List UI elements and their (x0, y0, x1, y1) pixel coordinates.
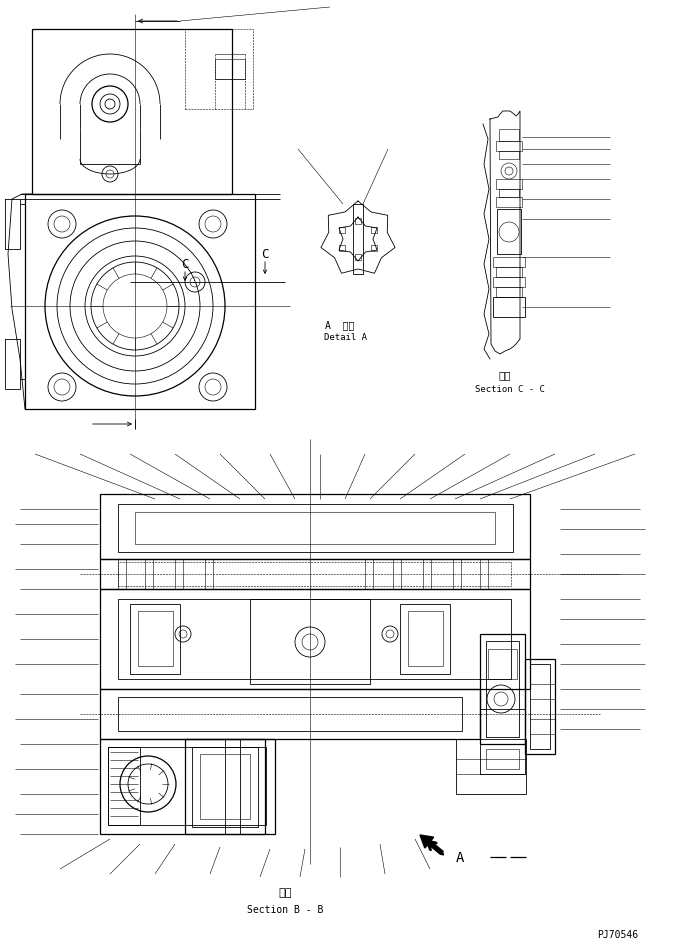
Bar (497, 210, 521, 255)
Bar (100, 495, 530, 560)
Bar (118, 599, 511, 680)
Bar (453, 560, 461, 589)
Bar (205, 560, 213, 589)
Bar (496, 179, 522, 190)
Bar (400, 604, 450, 674)
Bar (100, 589, 530, 689)
Bar (423, 560, 431, 589)
Bar (192, 748, 258, 827)
Bar (480, 634, 525, 744)
Bar (493, 278, 525, 288)
Bar (118, 563, 511, 586)
Bar (353, 205, 363, 275)
Bar (32, 30, 232, 194)
Bar (185, 739, 265, 834)
Bar (480, 560, 488, 589)
Bar (486, 750, 519, 769)
Bar (100, 560, 530, 589)
Bar (393, 560, 401, 589)
Bar (108, 748, 140, 825)
Bar (499, 190, 519, 198)
Bar (499, 130, 519, 142)
Bar (408, 612, 443, 666)
Bar (108, 748, 266, 825)
Bar (118, 698, 462, 732)
Bar (25, 194, 255, 410)
FancyArrow shape (420, 835, 443, 854)
Bar (486, 641, 519, 737)
Bar (118, 560, 126, 589)
Text: Section C - C: Section C - C (475, 385, 545, 394)
Text: A: A (456, 851, 464, 864)
Bar (496, 268, 522, 278)
Bar (496, 288, 522, 297)
Bar (200, 754, 250, 819)
Text: A  詳細: A 詳細 (325, 320, 355, 329)
Bar (175, 560, 183, 589)
Bar (499, 152, 519, 160)
Bar (496, 198, 522, 208)
Bar (135, 513, 495, 545)
Bar (355, 255, 361, 261)
Bar (530, 665, 550, 750)
Text: C: C (181, 259, 189, 271)
Text: C: C (261, 248, 269, 261)
Bar (456, 739, 526, 794)
Bar (496, 142, 522, 152)
Bar (145, 560, 153, 589)
Bar (130, 604, 180, 674)
Bar (493, 258, 525, 268)
Text: Section B - B: Section B - B (247, 904, 323, 914)
Text: 断面: 断面 (279, 887, 292, 897)
Bar (488, 649, 517, 680)
Text: 断面: 断面 (499, 370, 511, 379)
Bar (138, 612, 173, 666)
Bar (525, 659, 555, 754)
Bar (339, 228, 345, 234)
Bar (118, 504, 513, 552)
Bar (370, 245, 377, 252)
Bar (339, 245, 345, 252)
Bar (215, 59, 245, 80)
Bar (480, 744, 525, 774)
Bar (185, 30, 253, 110)
Bar (100, 689, 480, 739)
Bar (365, 560, 373, 589)
Bar (493, 297, 525, 318)
Text: Detail A: Detail A (324, 333, 366, 342)
Bar (370, 228, 377, 234)
Bar (355, 219, 361, 225)
Bar (250, 599, 370, 684)
Text: PJ70546: PJ70546 (598, 929, 639, 939)
Bar (100, 739, 275, 834)
